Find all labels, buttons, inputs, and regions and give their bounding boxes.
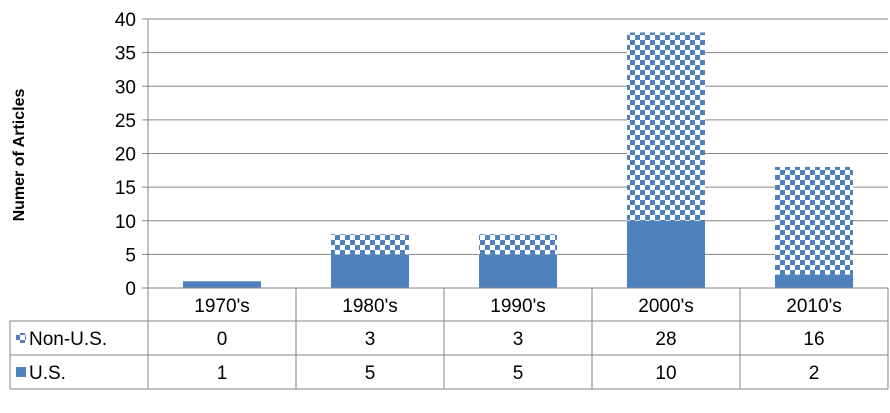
bar-segment-u-s-3 xyxy=(627,220,705,288)
y-tick-label: 0 xyxy=(125,279,136,300)
y-axis-label: Numer of Articles xyxy=(11,89,28,222)
data-label-non-u-s: 16 xyxy=(803,329,824,350)
gridlines xyxy=(148,18,888,289)
data-label-u-s: 5 xyxy=(365,363,376,384)
data-label-u-s: 5 xyxy=(513,363,524,384)
y-tick-label: 10 xyxy=(115,212,136,233)
y-tick-label: 35 xyxy=(115,44,136,65)
x-tick-label: 1990's xyxy=(490,296,545,317)
x-tick-label: 2000's xyxy=(638,296,693,317)
data-label-non-u-s: 0 xyxy=(217,329,228,350)
y-tick-label: 20 xyxy=(115,145,136,166)
data-label-u-s: 1 xyxy=(217,363,228,384)
bars xyxy=(183,32,853,288)
x-tick-label: 2010's xyxy=(786,296,841,317)
legend-swatch-u-s xyxy=(16,367,26,377)
bar-segment-u-s-4 xyxy=(775,274,853,288)
legend-label-u-s: U.S. xyxy=(29,363,66,384)
x-tick-label: 1970's xyxy=(194,296,249,317)
data-label-non-u-s: 3 xyxy=(513,329,524,350)
bar-segment-non-u-s-4 xyxy=(775,166,853,275)
bar-segment-u-s-2 xyxy=(479,254,557,288)
data-label-non-u-s: 3 xyxy=(365,329,376,350)
y-tick-label: 40 xyxy=(115,10,136,31)
data-label-non-u-s: 28 xyxy=(655,329,676,350)
data-table: 1970's 1980's 1990's 2000's 2010's Non-U.S. 0 3… xyxy=(9,287,889,390)
legend-swatch-non-u-s xyxy=(16,333,26,343)
bar-segment-u-s-1 xyxy=(331,254,409,288)
data-label-u-s: 10 xyxy=(655,363,676,384)
bar-segment-u-s-0 xyxy=(183,281,261,288)
y-tick-label: 30 xyxy=(115,77,136,98)
data-label-u-s: 2 xyxy=(809,363,820,384)
bar-segment-non-u-s-3 xyxy=(627,32,705,221)
bar-segment-non-u-s-2 xyxy=(479,234,557,255)
bar-segment-non-u-s-1 xyxy=(331,234,409,255)
y-axis-ticks: 0 5 10 15 20 25 30 35 40 xyxy=(115,10,149,300)
x-tick-label: 1980's xyxy=(342,296,397,317)
y-tick-label: 15 xyxy=(115,178,136,199)
y-tick-label: 25 xyxy=(115,111,136,132)
legend-label-non-u-s: Non-U.S. xyxy=(29,329,107,350)
y-tick-label: 5 xyxy=(125,245,136,266)
